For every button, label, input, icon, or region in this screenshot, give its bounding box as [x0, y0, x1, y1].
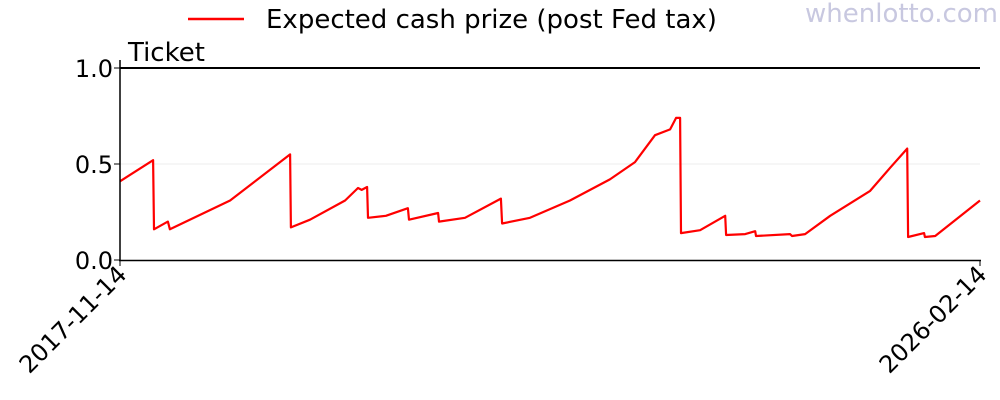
legend: Expected cash prize (post Fed tax)	[188, 5, 717, 35]
x-tick-label: 2017-11-14	[14, 260, 132, 378]
y-tick-label: 1.0	[75, 55, 113, 83]
series-line-expected-cash-prize	[119, 116, 981, 239]
ticket-label: Ticket	[127, 38, 205, 68]
legend-label: Expected cash prize (post Fed tax)	[266, 5, 717, 35]
y-tick-label: 0.5	[75, 151, 113, 179]
y-tick-label: 0.0	[75, 247, 113, 275]
x-tick-label: 2026-02-14	[874, 260, 992, 378]
watermark: whenlotto.com	[805, 0, 998, 29]
